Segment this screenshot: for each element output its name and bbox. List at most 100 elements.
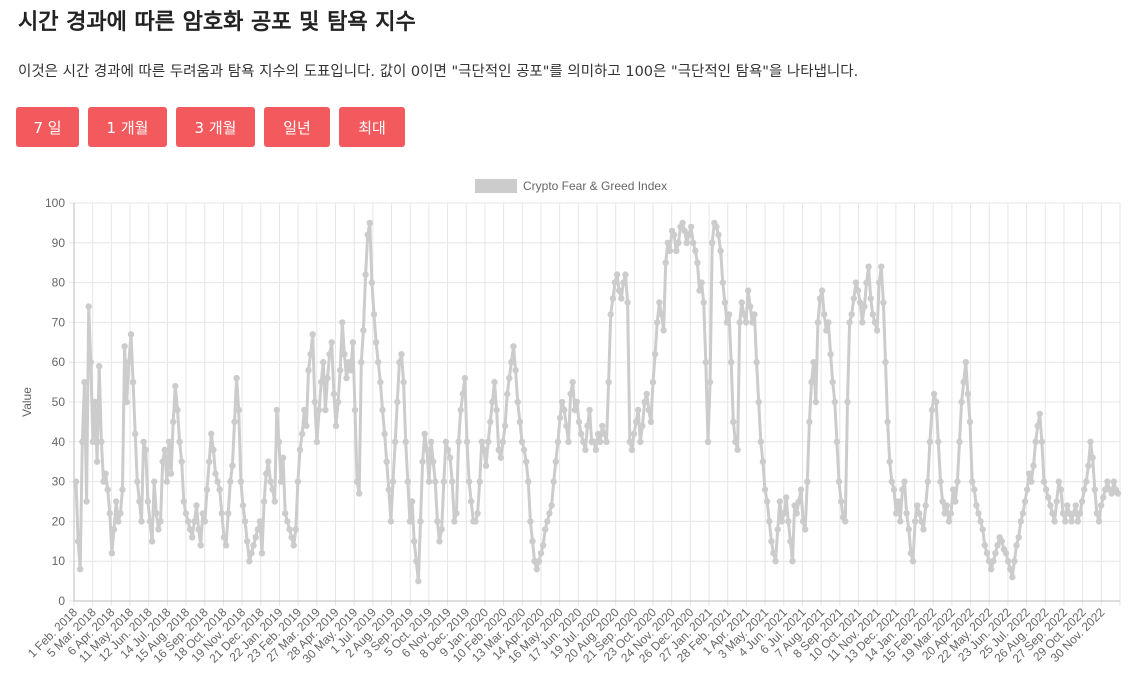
data-point bbox=[400, 378, 407, 386]
data-point bbox=[861, 303, 868, 310]
data-point bbox=[871, 319, 879, 326]
data-point bbox=[113, 498, 120, 505]
data-point bbox=[244, 538, 251, 545]
data-point bbox=[675, 239, 682, 246]
data-point bbox=[1017, 518, 1024, 525]
data-point bbox=[804, 478, 811, 485]
data-point bbox=[662, 259, 669, 266]
data-point bbox=[282, 510, 289, 517]
data-point bbox=[77, 566, 84, 573]
data-point bbox=[233, 374, 240, 382]
data-point bbox=[343, 374, 350, 382]
data-point bbox=[554, 438, 562, 445]
data-point bbox=[345, 359, 352, 366]
data-point bbox=[1047, 502, 1054, 509]
data-point bbox=[548, 502, 555, 509]
data-point bbox=[956, 438, 963, 445]
data-point bbox=[176, 438, 183, 445]
data-point bbox=[1068, 518, 1075, 525]
data-point bbox=[937, 478, 944, 485]
data-point bbox=[685, 231, 693, 238]
data-point bbox=[859, 319, 866, 326]
data-point bbox=[222, 542, 230, 549]
data-point bbox=[831, 398, 838, 406]
data-point bbox=[751, 311, 758, 318]
data-point bbox=[848, 311, 855, 318]
data-point bbox=[387, 518, 395, 525]
data-point bbox=[438, 526, 445, 533]
data-point bbox=[248, 550, 255, 557]
data-point bbox=[301, 406, 308, 414]
data-point bbox=[125, 359, 132, 366]
data-point bbox=[550, 478, 557, 485]
data-point bbox=[597, 438, 604, 445]
data-point bbox=[609, 295, 617, 302]
data-point bbox=[728, 359, 735, 366]
data-point bbox=[958, 398, 965, 406]
data-point bbox=[315, 406, 323, 414]
data-point bbox=[770, 550, 777, 557]
data-point bbox=[926, 438, 934, 445]
data-point bbox=[91, 398, 99, 406]
data-point bbox=[167, 470, 175, 477]
data-point bbox=[1057, 486, 1065, 493]
data-point bbox=[821, 311, 828, 318]
range-1-month-button[interactable]: 1 개월 bbox=[88, 107, 167, 147]
data-point bbox=[415, 577, 422, 585]
data-point bbox=[239, 502, 247, 509]
data-point bbox=[692, 247, 699, 254]
data-point bbox=[324, 374, 331, 382]
data-point bbox=[565, 438, 572, 445]
data-point bbox=[256, 518, 264, 525]
data-point bbox=[725, 311, 733, 318]
data-point bbox=[1045, 494, 1052, 501]
range-button-group: 7 일 1 개월 3 개월 일년 최대 bbox=[16, 107, 414, 147]
data-point bbox=[673, 247, 680, 254]
data-point bbox=[320, 359, 327, 366]
data-point bbox=[427, 438, 435, 445]
data-point bbox=[430, 458, 437, 465]
data-point bbox=[1093, 510, 1101, 517]
data-point bbox=[552, 458, 559, 465]
data-point bbox=[637, 438, 644, 445]
data-point bbox=[971, 486, 978, 493]
data-point bbox=[356, 490, 363, 497]
range-max-button[interactable]: 최대 bbox=[339, 107, 405, 147]
data-point bbox=[220, 534, 228, 541]
data-point bbox=[375, 359, 382, 366]
data-point bbox=[161, 446, 168, 453]
range-1-year-button[interactable]: 일년 bbox=[264, 107, 330, 147]
data-point bbox=[512, 367, 519, 374]
data-point bbox=[368, 279, 376, 286]
data-point bbox=[140, 438, 147, 445]
data-point bbox=[423, 446, 431, 453]
data-point bbox=[465, 478, 473, 485]
data-point bbox=[417, 518, 424, 525]
data-point bbox=[440, 478, 447, 485]
data-point bbox=[1030, 462, 1037, 469]
data-point bbox=[569, 378, 576, 386]
data-point bbox=[493, 406, 500, 414]
range-7-days-button[interactable]: 7 일 bbox=[16, 107, 79, 147]
data-point bbox=[835, 478, 843, 485]
data-point bbox=[1104, 478, 1111, 485]
data-point bbox=[939, 498, 946, 505]
data-point bbox=[334, 398, 342, 406]
data-point bbox=[1004, 558, 1012, 565]
data-point bbox=[909, 558, 917, 565]
data-point bbox=[687, 223, 695, 231]
data-point bbox=[734, 446, 741, 453]
data-point bbox=[499, 438, 507, 445]
data-point bbox=[1055, 478, 1063, 485]
data-point bbox=[1042, 486, 1050, 493]
data-point bbox=[506, 374, 513, 382]
data-point bbox=[444, 446, 452, 453]
data-point bbox=[1023, 486, 1031, 493]
data-point bbox=[284, 518, 291, 525]
data-point bbox=[941, 510, 948, 517]
data-point bbox=[732, 438, 739, 445]
y-tick-label: 60 bbox=[52, 355, 66, 369]
range-3-months-button[interactable]: 3 개월 bbox=[176, 107, 255, 147]
data-point bbox=[442, 438, 450, 445]
data-point bbox=[520, 446, 528, 453]
